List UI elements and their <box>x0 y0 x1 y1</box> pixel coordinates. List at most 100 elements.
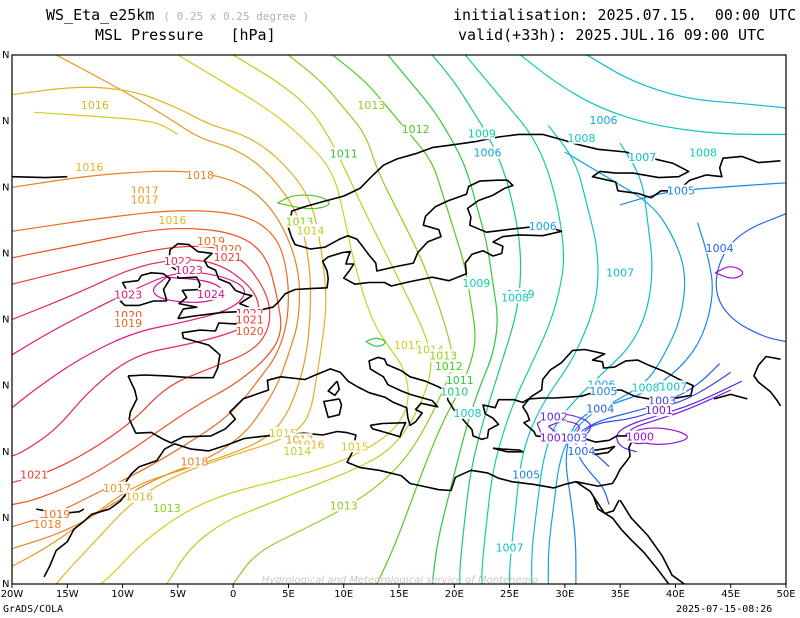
isobar-label-background <box>632 381 659 394</box>
coastline <box>369 421 407 438</box>
isobar-label-background <box>430 349 457 362</box>
isobar-label: 1021 <box>20 469 48 482</box>
isobar-label: 1010 <box>440 386 468 399</box>
isobar-label-background <box>181 455 208 468</box>
x-tick-label: 40E <box>666 589 685 600</box>
isobar-label: 1023 <box>175 264 203 277</box>
x-tick-label: 35E <box>611 589 630 600</box>
isobar-label-background <box>159 213 186 226</box>
isobar-label-background <box>590 114 617 127</box>
isobar-label: 1023 <box>114 289 142 302</box>
isobar-1007 <box>586 55 786 109</box>
field-title: MSL Pressure [hPa] <box>95 26 276 44</box>
isobar-label-background <box>529 219 556 232</box>
isobar-label: 1008 <box>632 381 660 394</box>
y-tick-label: N <box>2 513 9 524</box>
isobar-label: 1001 <box>645 404 673 417</box>
coastline <box>753 355 782 407</box>
isobar-label-background <box>435 360 462 373</box>
isobar-label-background <box>175 264 202 277</box>
isobar-label: 1014 <box>297 224 325 237</box>
isobar-1015 <box>100 55 409 584</box>
isobar-label: 1020 <box>236 325 264 338</box>
isobar-1004 <box>715 213 786 343</box>
valid-time-label: valid(+33h): 2025.JUL.16 09:00 UTC <box>458 26 766 44</box>
isobar-label-background <box>104 481 131 494</box>
isobar-label: 1013 <box>429 350 457 363</box>
isobar-label: 1006 <box>473 147 501 160</box>
field-name: MSL Pressure <box>95 26 204 44</box>
isobar-label-background <box>330 499 357 512</box>
isobar-label: 1018 <box>186 169 214 182</box>
isobar-label-background <box>21 468 48 481</box>
isobar-label-background <box>330 147 357 160</box>
y-tick-label: N <box>2 447 9 458</box>
initialisation-label: initialisation: 2025.07.15. 00:00 UTC <box>453 6 797 24</box>
x-tick-label: 5W <box>170 589 186 600</box>
x-tick-label: 15W <box>56 589 79 600</box>
isobar-label-background <box>131 193 158 206</box>
isobar-label-background <box>441 385 468 398</box>
isobar-label: 1021 <box>214 251 242 264</box>
isobar-label-background <box>568 131 595 144</box>
x-tick-label: 10W <box>111 589 134 600</box>
isobar-label: 1006 <box>590 114 618 127</box>
coastline <box>492 447 524 453</box>
isobar-label: 1008 <box>454 407 482 420</box>
resolution-label: ( 0.25 x 0.25 degree ) <box>163 10 310 23</box>
isobar-label-background <box>446 374 473 387</box>
isobar-label-background <box>667 184 694 197</box>
isobar-1007 <box>531 142 653 584</box>
isobar-label-background <box>284 444 311 457</box>
isobar-label-background <box>540 431 567 444</box>
isobar-labels: 1016101610181017101710161019102010211022… <box>20 99 734 555</box>
isobar-label: 1016 <box>75 161 103 174</box>
isobar-label: 1012 <box>435 360 463 373</box>
isobar-label: 1017 <box>103 482 131 495</box>
isobar-1002 <box>616 380 743 453</box>
footer-credit: GrADS/COLA <box>3 604 64 615</box>
isobar-label: 1005 <box>667 185 695 198</box>
isobar-label: 1000 <box>626 431 654 444</box>
x-tick-label: 10E <box>334 589 353 600</box>
isobar-label: 1009 <box>468 127 496 140</box>
isobar-label-background <box>690 146 717 159</box>
y-tick-label: N <box>2 579 9 590</box>
isobar-label: 1017 <box>131 193 159 206</box>
isobar-1008 <box>509 125 599 584</box>
coastline <box>327 380 341 397</box>
coastline <box>619 499 685 584</box>
coastlines <box>12 133 782 584</box>
isobar-label-background <box>629 151 656 164</box>
coastline <box>575 481 595 498</box>
isobar-label-background <box>607 266 634 279</box>
isobar-1018 <box>12 170 301 550</box>
isobar-label-background <box>513 468 540 481</box>
isobar-1011 <box>365 337 386 347</box>
isobar-label-background <box>81 99 108 112</box>
x-tick-label: 20E <box>445 589 464 600</box>
isobar-label: 1007 <box>659 380 687 393</box>
isobar-label: 1016 <box>158 214 186 227</box>
isobar-label: 1002 <box>540 410 568 423</box>
coastline <box>43 348 694 578</box>
isobar-label-background <box>468 127 495 140</box>
isobar-label: 1019 <box>114 317 142 330</box>
coastline <box>323 398 343 419</box>
isobar-label: 1018 <box>180 455 208 468</box>
isobar-label: 1001 <box>540 432 568 445</box>
isobar-label: 1011 <box>330 148 358 161</box>
isobar-label: 1014 <box>283 445 311 458</box>
isobar-label-background <box>660 380 687 393</box>
isobar-label: 1005 <box>590 385 618 398</box>
isobar-1008 <box>520 55 786 135</box>
y-tick-label: N <box>2 182 9 193</box>
axis-ticks: 20W 15W 10W 5W 0 5E 10E 15E 20E 25E 30E 35E 40E 45E 50… <box>1 50 796 600</box>
isobar-label-background <box>186 168 213 181</box>
y-tick-label: N <box>2 315 9 326</box>
isobar-label-background <box>115 316 142 329</box>
map-content: 1016101610181017101710161019102010211022… <box>12 55 786 584</box>
isobar-1000 <box>625 427 688 445</box>
isobar-label: 1013 <box>357 99 385 112</box>
isobar-label-background <box>236 313 263 326</box>
